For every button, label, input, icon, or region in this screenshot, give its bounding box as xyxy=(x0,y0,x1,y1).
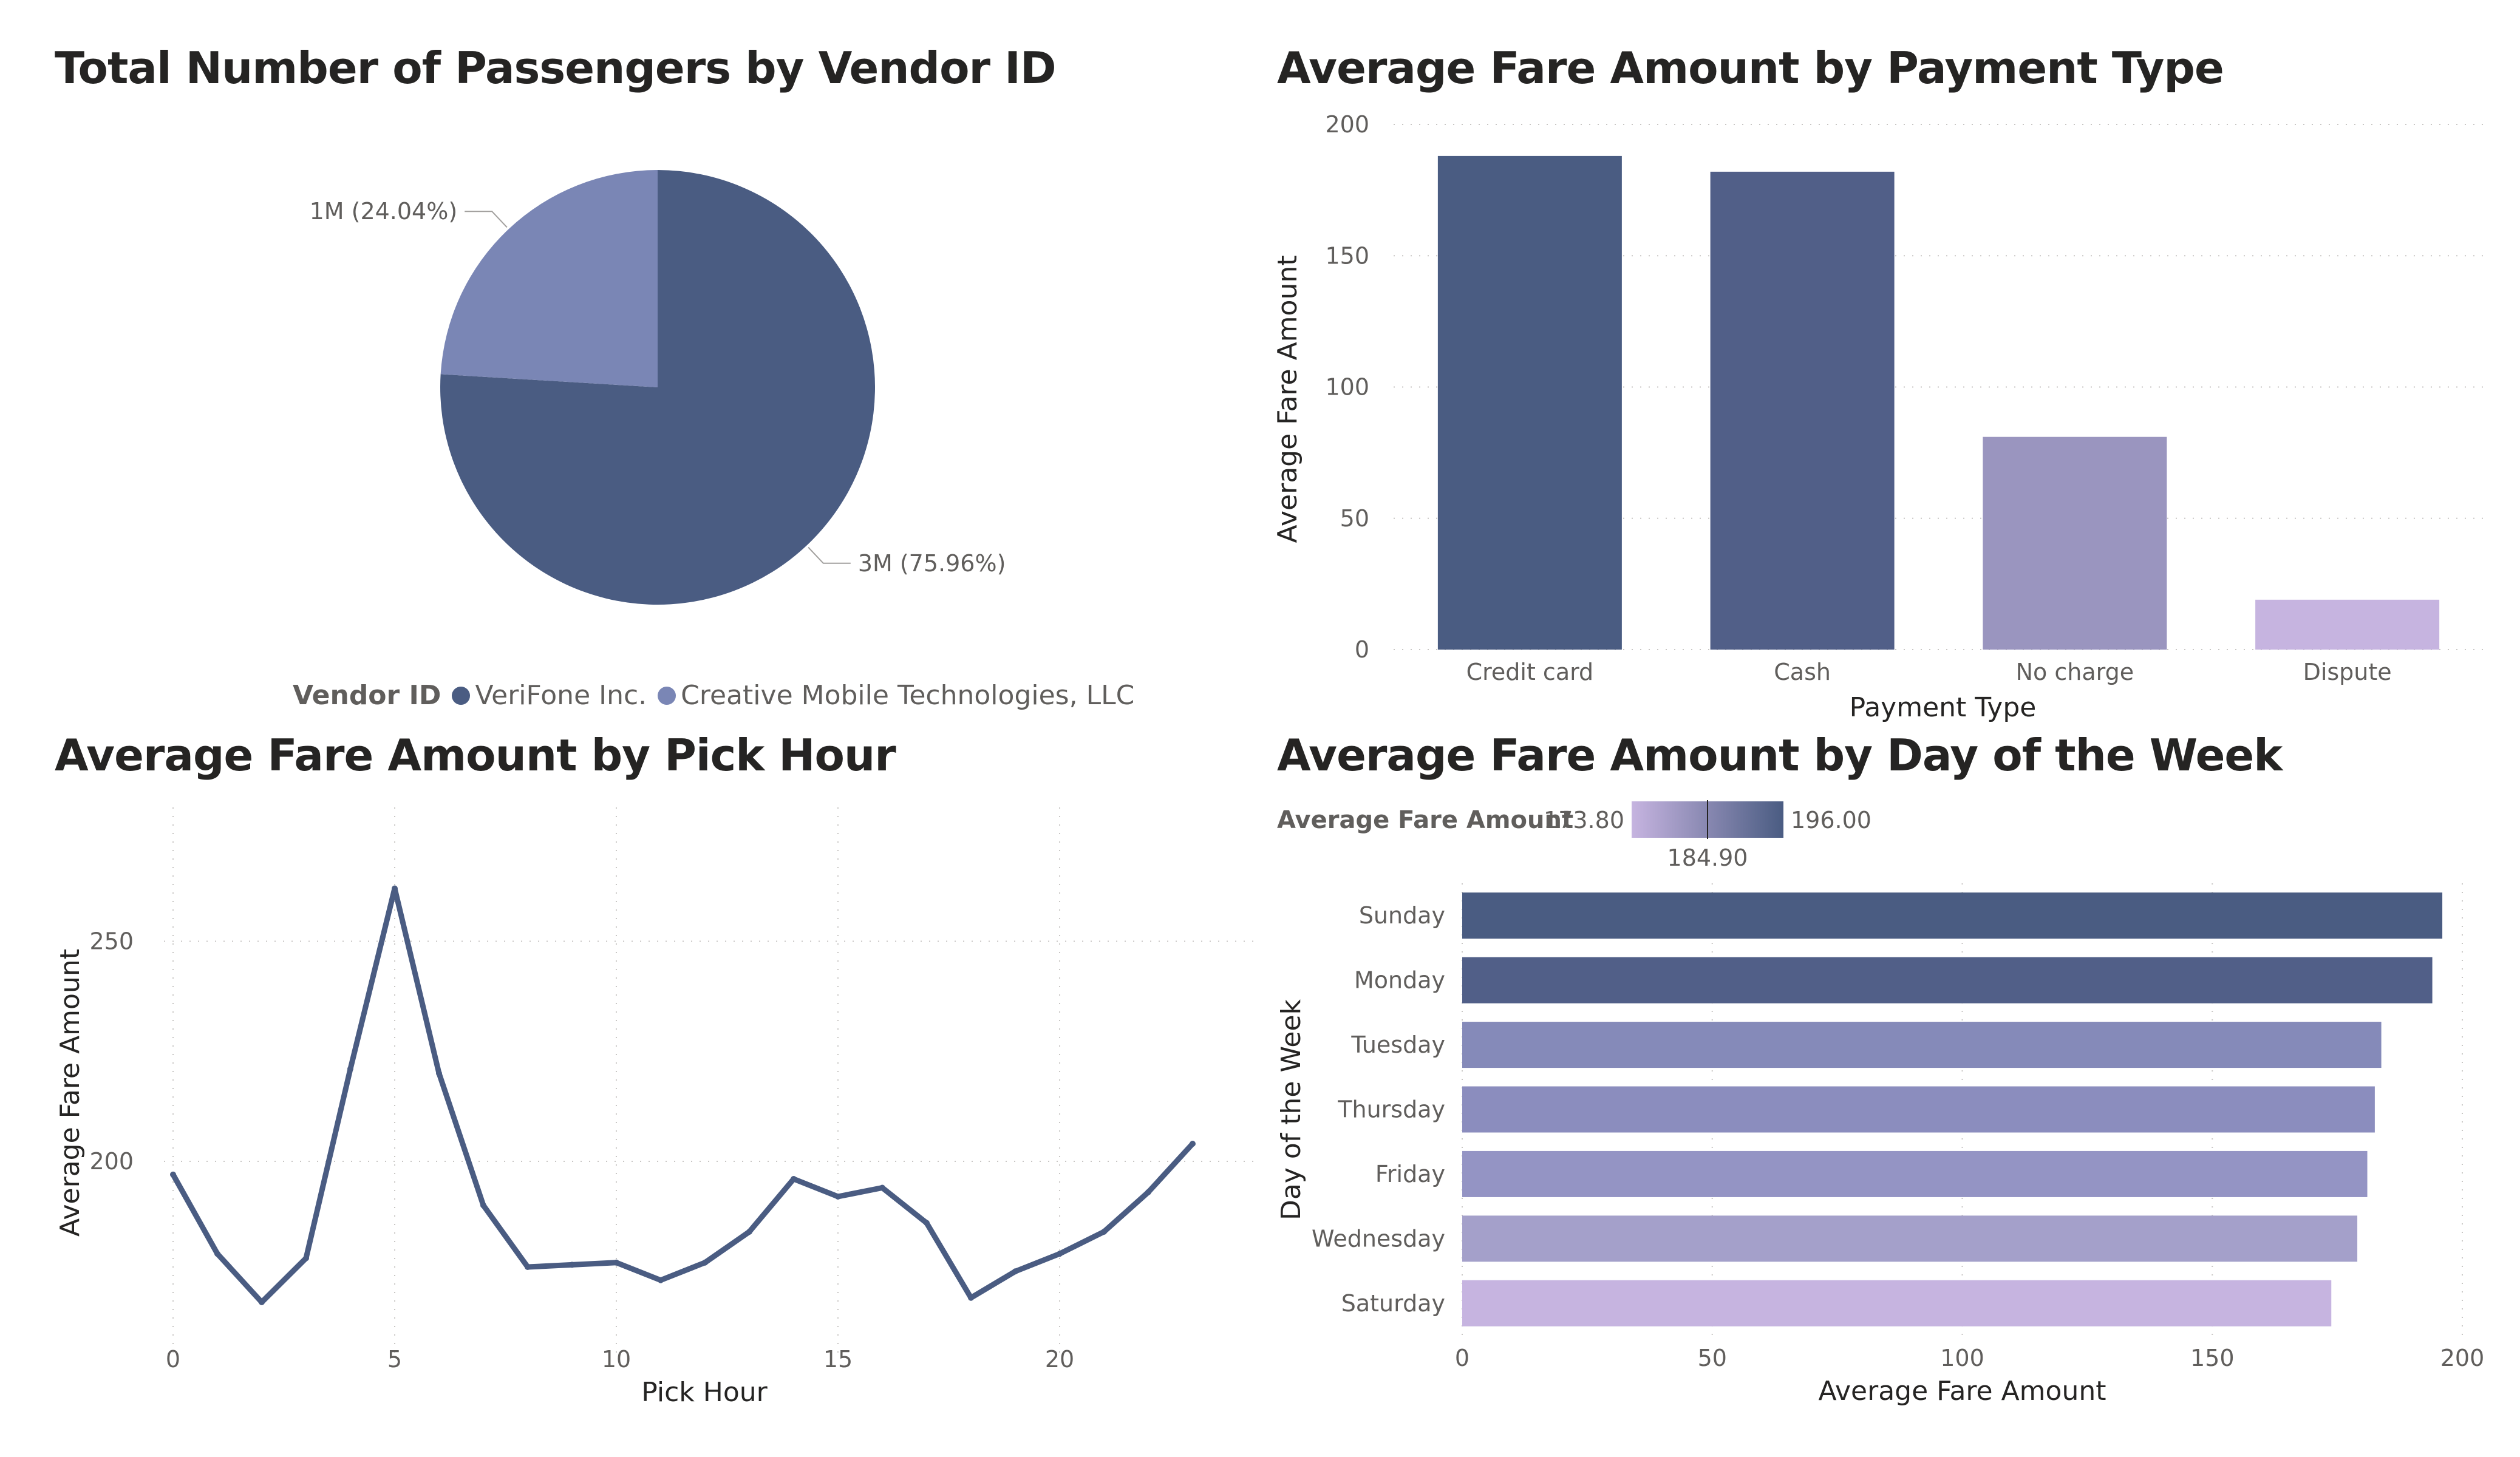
bar-wednesday[interactable] xyxy=(1462,1215,2358,1262)
x-axis-title: Payment Type xyxy=(1850,692,2037,723)
x-tick-label: 0 xyxy=(166,1346,180,1373)
color-scale-mid: 184.90 xyxy=(1667,844,1748,871)
y-axis-title: Day of the Week xyxy=(1276,999,1307,1220)
y-axis-title: Average Fare Amount xyxy=(1272,256,1303,543)
color-scale-max: 196.00 xyxy=(1791,807,1871,834)
day-panel: Average Fare Amount by Day of the Week A… xyxy=(1260,728,2520,1457)
line-point-hour-17 xyxy=(924,1220,930,1226)
bar-cash[interactable] xyxy=(1710,171,1895,650)
bar-saturday[interactable] xyxy=(1462,1280,2332,1326)
legend-label-verifone: VeriFone Inc. xyxy=(475,680,647,711)
bar-credit-card[interactable] xyxy=(1437,155,1622,650)
bar-monday[interactable] xyxy=(1462,957,2433,1004)
line-point-hour-18 xyxy=(968,1294,974,1301)
x-tick-label: 150 xyxy=(2190,1345,2235,1371)
pie-chart: 3M (75.96%) 1M (24.04%) xyxy=(310,170,1006,605)
x-tick-label: 200 xyxy=(2440,1345,2485,1371)
line-point-hour-0 xyxy=(170,1171,176,1178)
y-tick-label: 100 xyxy=(1325,374,1369,401)
line-point-hour-15 xyxy=(835,1194,841,1200)
bar-friday[interactable] xyxy=(1462,1150,2368,1197)
line-point-hour-4 xyxy=(347,1065,353,1072)
color-scale-min: 173.80 xyxy=(1544,807,1624,834)
legend-dot-creative-mobile xyxy=(658,686,676,705)
pie-label-verifone-inc: 3M (75.96%) xyxy=(858,550,1006,577)
line-point-hour-8 xyxy=(525,1264,531,1270)
x-tick-label: Credit card xyxy=(1466,659,1594,685)
y-tick-label: 50 xyxy=(1340,505,1369,532)
payment-panel: Average Fare Amount by Payment Type 0 50 1… xyxy=(1260,0,2520,728)
x-tick-label: Cash xyxy=(1774,659,1831,685)
day-title: Average Fare Amount by Day of the Week xyxy=(1277,730,2283,781)
line-series[interactable] xyxy=(170,886,1196,1305)
payment-bar-chart: 0 50 100 150 200 Credit card Cash No charge Disp… xyxy=(1272,111,2484,723)
hour-title: Average Fare Amount by Pick Hour xyxy=(55,730,896,781)
line-point-hour-13 xyxy=(746,1229,752,1235)
line-point-hour-12 xyxy=(702,1259,708,1266)
y-tick-label: 200 xyxy=(1325,111,1369,138)
x-axis-title: Average Fare Amount xyxy=(1819,1376,2106,1407)
x-tick-label: 10 xyxy=(602,1346,631,1373)
pie-title: Total Number of Passengers by Vendor ID xyxy=(55,42,1057,93)
y-tick-label: Tuesday xyxy=(1350,1031,1445,1058)
bar-sunday[interactable] xyxy=(1462,892,2443,939)
legend-item-verifone[interactable]: VeriFone Inc. xyxy=(452,680,647,711)
line-point-hour-5 xyxy=(392,885,398,892)
bar-tuesday[interactable] xyxy=(1462,1022,2382,1068)
x-tick-label: Dispute xyxy=(2303,659,2392,685)
line-point-hour-16 xyxy=(879,1184,885,1191)
payment-title: Average Fare Amount by Payment Type xyxy=(1277,42,2224,93)
line-point-hour-19 xyxy=(1012,1268,1018,1275)
x-axis-title: Pick Hour xyxy=(641,1377,768,1408)
line-point-hour-2 xyxy=(259,1299,265,1305)
pie-legend: Vendor ID VeriFone Inc. Creative Mobile … xyxy=(293,680,1145,711)
line-point-hour-21 xyxy=(1101,1229,1107,1235)
pie-leader-verifone-inc xyxy=(808,546,851,564)
line-point-hour-9 xyxy=(569,1262,575,1268)
hour-line-chart: 0 5 10 15 20 200 250 Pick Hour Average Fare Amou… xyxy=(55,807,1254,1408)
line-point-hour-23 xyxy=(1190,1141,1196,1147)
y-tick-label: 0 xyxy=(1355,636,1369,663)
y-tick-label: Wednesday xyxy=(1312,1225,1445,1252)
pie-legend-title: Vendor ID xyxy=(293,680,441,711)
line-point-hour-14 xyxy=(791,1176,797,1182)
y-tick-label: Sunday xyxy=(1359,902,1445,929)
legend-item-creative-mobile[interactable]: Creative Mobile Technologies, LLC xyxy=(658,680,1134,711)
bar-dispute[interactable] xyxy=(2255,599,2440,650)
y-tick-label: Thursday xyxy=(1337,1096,1445,1123)
legend-label-creative-mobile: Creative Mobile Technologies, LLC xyxy=(681,680,1135,711)
y-tick-label: Monday xyxy=(1354,967,1445,994)
pie-panel: Total Number of Passengers by Vendor ID … xyxy=(0,0,1260,728)
x-tick-label: 15 xyxy=(823,1346,853,1373)
y-tick-label: Friday xyxy=(1375,1161,1445,1187)
pie-leader-creative-mobile-technologies-llc xyxy=(465,211,508,228)
y-tick-label: 150 xyxy=(1325,242,1369,269)
x-tick-label: 5 xyxy=(387,1346,402,1373)
hour-panel: Average Fare Amount by Pick Hour 0 5 10 15 2… xyxy=(0,728,1260,1457)
y-axis-title: Average Fare Amount xyxy=(55,949,86,1237)
legend-dot-verifone xyxy=(452,686,471,705)
line-point-hour-10 xyxy=(613,1259,619,1266)
x-tick-label: 50 xyxy=(1698,1345,1727,1371)
x-tick-label: 100 xyxy=(1940,1345,1984,1371)
line-point-hour-1 xyxy=(214,1251,220,1257)
line-point-hour-3 xyxy=(303,1255,309,1262)
y-tick-label: 250 xyxy=(89,928,134,955)
pie-label-creative-mobile-technologies-llc: 1M (24.04%) xyxy=(310,198,458,225)
y-tick-label: 200 xyxy=(89,1148,134,1175)
line-point-hour-7 xyxy=(480,1202,486,1209)
y-tick-label: Saturday xyxy=(1341,1290,1445,1317)
color-scale-label: Average Fare Amount xyxy=(1277,806,1573,834)
line-point-hour-20 xyxy=(1057,1251,1063,1257)
line-point-hour-6 xyxy=(436,1070,442,1076)
x-tick-label: No charge xyxy=(2016,659,2134,685)
pie-slice-creative-mobile-technologies-llc[interactable] xyxy=(440,170,658,387)
x-tick-label: 20 xyxy=(1045,1346,1074,1373)
bar-no-charge[interactable] xyxy=(1983,436,2167,650)
x-tick-label: 0 xyxy=(1455,1345,1469,1371)
line-point-hour-11 xyxy=(658,1277,664,1283)
bar-thursday[interactable] xyxy=(1462,1086,2375,1133)
line-point-hour-22 xyxy=(1145,1189,1151,1195)
